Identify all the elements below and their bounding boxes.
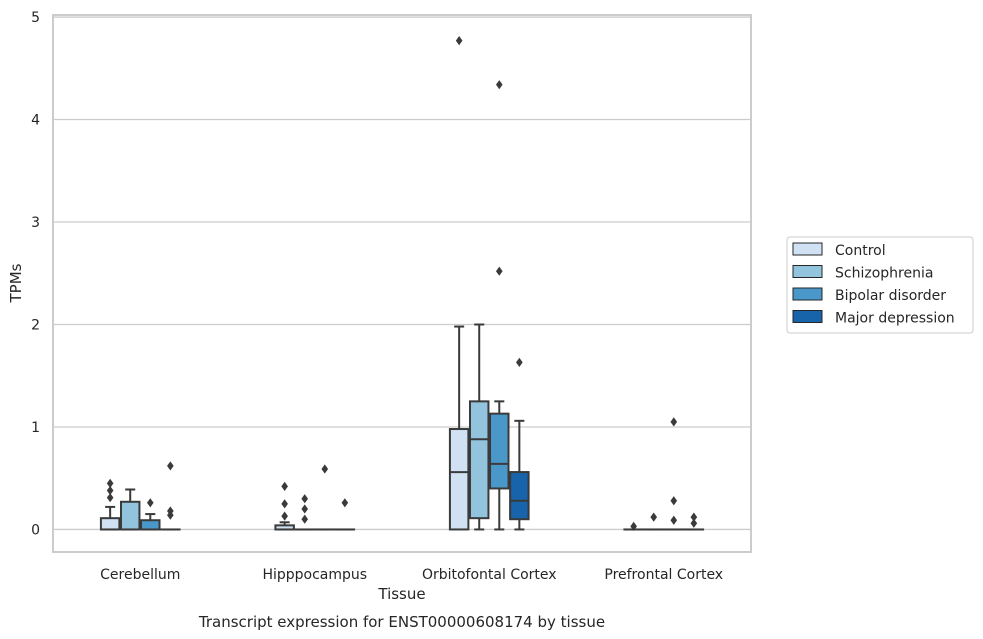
y-tick-labels: 0 1 2 3 4 5: [31, 10, 40, 538]
outlier-point: [167, 461, 174, 471]
x-tick-label: Hipppocampus: [262, 567, 367, 583]
box-iqr: [99, 517, 121, 531]
box-schizophrenia: [468, 323, 490, 531]
outlier-point: [670, 417, 678, 427]
outlier-point: [167, 506, 174, 516]
outlier-point: [281, 511, 288, 521]
box-bipolar-disorder: [314, 464, 336, 531]
box-major-depression: [334, 498, 356, 531]
y-tick-label: 3: [31, 215, 40, 231]
outlier-point: [670, 496, 678, 506]
legend: Control Schizophrenia Bipolar disorder Majo…: [786, 236, 974, 334]
box-bipolar-disorder: [489, 80, 510, 531]
box-bipolar-disorder: [140, 498, 161, 531]
box-control: [448, 36, 470, 531]
legend-swatch: [792, 287, 823, 301]
y-axis-title: TPMs: [7, 263, 25, 303]
box-major-depression: [509, 357, 530, 531]
outlier-point: [495, 80, 503, 90]
box-iqr: [140, 519, 161, 531]
box-bipolar-disorder: [663, 417, 685, 531]
box-iqr: [489, 412, 510, 490]
outlier-point: [670, 515, 678, 525]
box-major-depression: [160, 461, 181, 531]
box-iqr: [468, 400, 490, 520]
outlier-point: [630, 521, 637, 531]
box-iqr: [448, 428, 470, 531]
x-tick-label: Prefrontal Cortex: [604, 567, 723, 583]
outlier-point: [690, 518, 698, 528]
y-tick-label: 4: [31, 113, 40, 129]
x-tick-label: Orbitofontal Cortex: [422, 567, 557, 583]
legend-swatch: [792, 265, 823, 278]
outlier-point: [146, 498, 154, 508]
y-tick-label: 2: [31, 317, 40, 333]
legend-frame: [786, 236, 974, 334]
outlier-point: [455, 36, 463, 46]
outlier-point: [650, 512, 658, 522]
box-schizophrenia: [294, 494, 315, 531]
plot-area: [53, 15, 751, 552]
outlier-point: [281, 481, 288, 492]
outlier-point: [301, 514, 309, 524]
box-control: [99, 478, 121, 531]
outlier-point: [321, 464, 329, 474]
outlier-point: [341, 498, 349, 508]
box-iqr: [119, 500, 141, 531]
outlier-point: [495, 266, 503, 276]
box-schizophrenia: [643, 512, 664, 531]
x-axis-title: Tissue: [377, 585, 425, 603]
boxplot-series: [99, 36, 705, 531]
outlier-point: [516, 357, 523, 368]
box-control: [623, 521, 644, 531]
x-tick-labels: Cerebellum Hipppocampus Orbitofontal Corte…: [100, 567, 723, 583]
outlier-point: [106, 493, 114, 503]
box-major-depression: [683, 512, 705, 531]
box-iqr: [509, 471, 530, 521]
x-tick-label: Cerebellum: [100, 567, 180, 583]
legend-swatch: [792, 242, 823, 256]
outlier-point: [106, 478, 114, 488]
y-tick-label: 0: [31, 522, 40, 538]
legend-swatch: [792, 310, 823, 323]
outlier-point: [301, 494, 309, 504]
outlier-point: [106, 485, 114, 496]
legend-label: Major depression: [835, 311, 955, 327]
plot-frame: [52, 14, 752, 553]
chart-caption: Transcript expression for ENST0000060817…: [198, 613, 605, 631]
outlier-point: [690, 512, 698, 522]
y-tick-label: 5: [31, 10, 40, 26]
box-control: [274, 481, 295, 531]
outlier-point: [301, 504, 309, 514]
legend-label: Control: [835, 243, 886, 259]
legend-label: Bipolar disorder: [835, 288, 946, 304]
box-schizophrenia: [119, 488, 141, 531]
outlier-point: [281, 499, 288, 509]
legend-label: Schizophrenia: [835, 266, 933, 282]
y-tick-label: 1: [31, 420, 40, 436]
